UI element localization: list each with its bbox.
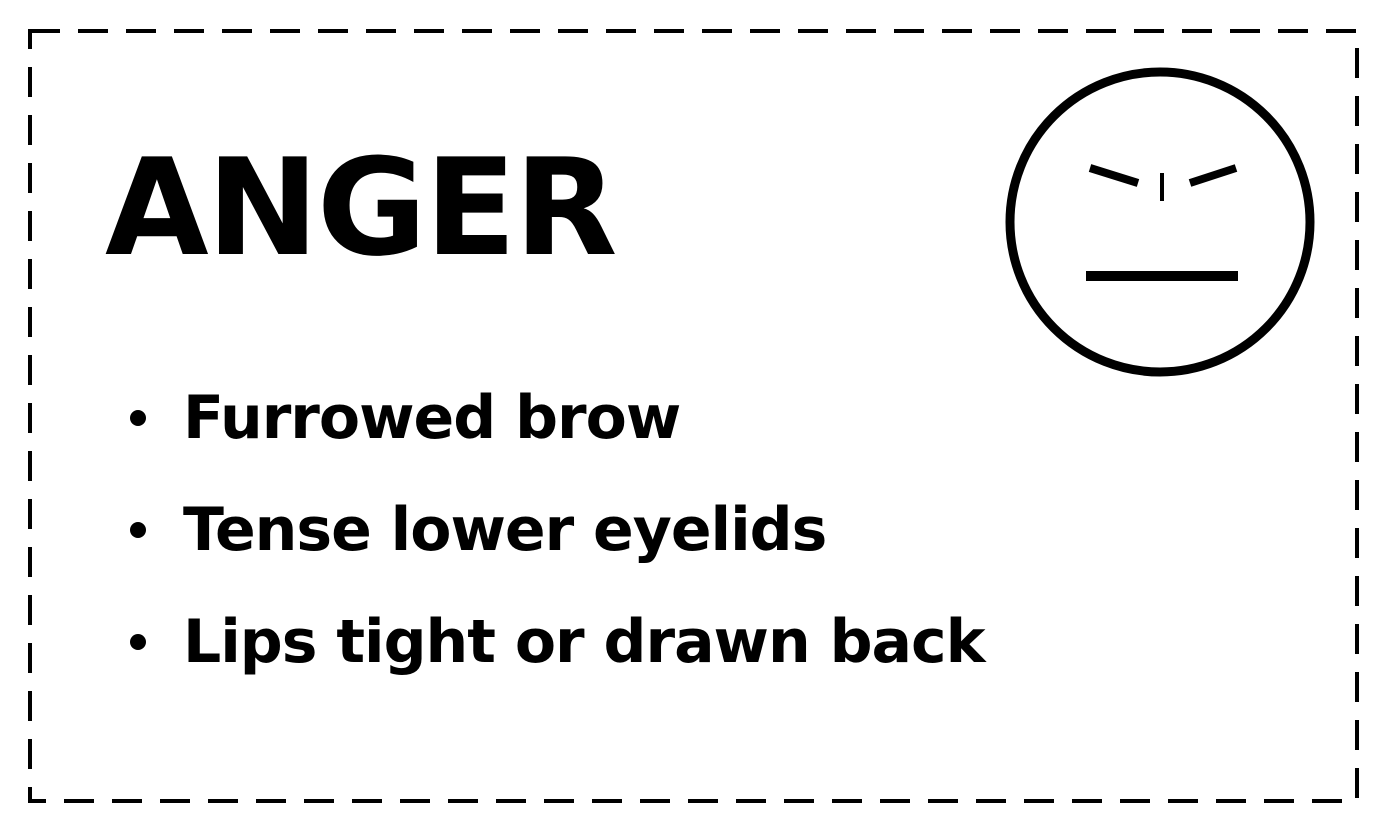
list-item-label: Furrowed brow (183, 383, 681, 453)
bullet-icon (130, 634, 146, 650)
emotion-title: ANGER (105, 130, 618, 286)
list-item-label: Lips tight or drawn back (183, 607, 985, 677)
list-item: Tense lower eyelids (130, 474, 985, 586)
list-item-label: Tense lower eyelids (183, 495, 827, 565)
bullet-icon (130, 410, 146, 426)
list-item: Lips tight or drawn back (130, 586, 985, 698)
angry-face-icon (1005, 67, 1315, 377)
feature-list: Furrowed brow Tense lower eyelids Lips t… (130, 362, 985, 698)
bullet-icon (130, 522, 146, 538)
list-item: Furrowed brow (130, 362, 985, 474)
